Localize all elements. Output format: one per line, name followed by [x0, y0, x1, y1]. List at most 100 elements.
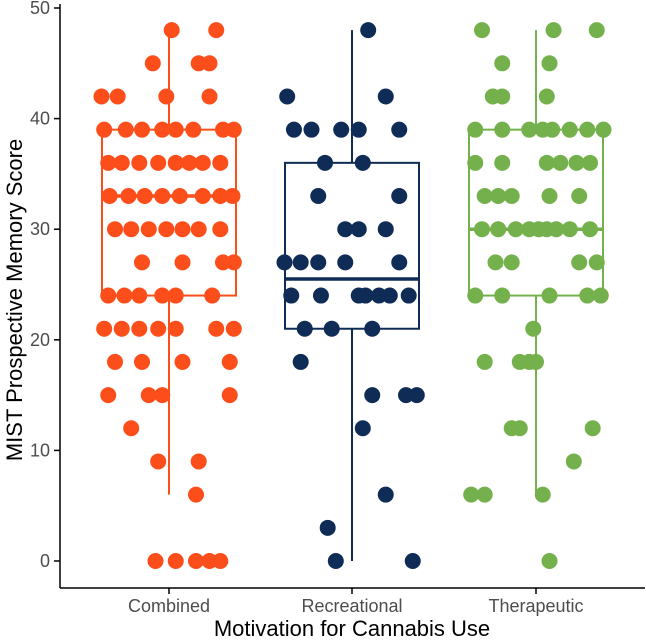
- data-point: [541, 55, 558, 72]
- data-point: [188, 486, 204, 503]
- data-point: [544, 121, 561, 138]
- data-point: [319, 519, 336, 536]
- data-point: [279, 88, 296, 105]
- data-point: [208, 22, 225, 39]
- data-point: [225, 320, 242, 337]
- x-tick-label: Therapeutic: [488, 596, 583, 616]
- data-point: [391, 188, 408, 205]
- data-point: [525, 320, 542, 337]
- y-tick-label: 40: [30, 109, 50, 129]
- data-point: [377, 221, 394, 238]
- data-point: [194, 188, 211, 205]
- data-point: [134, 353, 150, 370]
- data-point: [571, 188, 588, 205]
- data-point: [490, 221, 507, 238]
- data-point: [534, 486, 551, 503]
- data-point: [579, 121, 596, 138]
- data-point: [292, 254, 309, 271]
- data-point: [494, 287, 511, 304]
- data-point: [337, 221, 354, 238]
- data-point: [154, 188, 171, 205]
- data-point: [174, 254, 191, 271]
- data-point: [494, 121, 511, 138]
- data-point: [167, 553, 184, 569]
- data-point: [545, 22, 562, 39]
- data-point: [595, 121, 612, 138]
- data-point: [96, 121, 113, 138]
- data-point: [463, 486, 480, 503]
- data-point: [357, 287, 374, 304]
- data-point: [467, 154, 484, 171]
- data-point: [212, 188, 229, 205]
- data-point: [154, 287, 171, 304]
- data-point: [541, 188, 558, 205]
- data-point: [467, 287, 484, 304]
- data-point: [494, 88, 511, 105]
- data-point: [116, 287, 133, 304]
- data-point: [208, 320, 225, 337]
- data-point: [174, 221, 191, 238]
- data-point: [474, 22, 490, 39]
- data-point: [225, 121, 242, 138]
- y-tick-label: 0: [40, 551, 50, 571]
- data-point: [588, 254, 605, 271]
- iqr-box: [468, 128, 604, 297]
- y-ticks: 0 10 20 30 40 50: [30, 0, 60, 571]
- data-point: [136, 188, 153, 205]
- data-point: [476, 353, 493, 370]
- x-axis-title: Motivation for Cannabis Use: [214, 616, 490, 641]
- data-point: [224, 188, 241, 205]
- data-point: [167, 320, 184, 337]
- data-point: [181, 154, 198, 171]
- data-point: [276, 254, 293, 271]
- data-point: [212, 221, 229, 238]
- data-point: [171, 188, 188, 205]
- data-point: [541, 287, 558, 304]
- data-point: [292, 353, 309, 370]
- data-point: [285, 121, 302, 138]
- data-point: [310, 254, 327, 271]
- data-point: [167, 287, 184, 304]
- data-point: [117, 121, 134, 138]
- data-point: [96, 320, 113, 337]
- data-point: [408, 387, 425, 404]
- data-point: [283, 287, 300, 304]
- data-point: [150, 320, 167, 337]
- data-point: [185, 121, 202, 138]
- data-point: [310, 188, 327, 205]
- data-point: [333, 121, 350, 138]
- data-point: [490, 188, 507, 205]
- data-point: [107, 353, 123, 370]
- data-point: [391, 254, 408, 271]
- data-point: [312, 287, 329, 304]
- data-point: [93, 88, 110, 105]
- data-point: [188, 553, 204, 569]
- data-point: [154, 121, 171, 138]
- data-point: [167, 154, 184, 171]
- data-point: [350, 221, 367, 238]
- data-point: [296, 320, 313, 337]
- data-point: [360, 22, 377, 39]
- data-point: [400, 287, 417, 304]
- data-point: [154, 387, 171, 404]
- data-point: [212, 553, 229, 569]
- data-point: [204, 287, 221, 304]
- data-point: [561, 121, 578, 138]
- data-point: [487, 254, 504, 271]
- data-point: [584, 420, 601, 437]
- data-point: [528, 353, 544, 370]
- data-point: [131, 320, 148, 337]
- data-point: [503, 254, 520, 271]
- data-point: [158, 221, 175, 238]
- y-tick-label: 20: [30, 330, 50, 350]
- x-tick-label: Combined: [128, 596, 210, 616]
- data-point: [568, 154, 585, 171]
- y-axis-title: MIST Prospective Memory Score: [2, 139, 27, 461]
- data-point: [158, 88, 175, 105]
- data-point: [548, 221, 565, 238]
- data-point: [476, 486, 493, 503]
- data-point: [552, 154, 569, 171]
- data-point: [100, 287, 117, 304]
- data-point: [337, 254, 354, 271]
- x-ticks: Combined Recreational Therapeutic: [128, 588, 584, 616]
